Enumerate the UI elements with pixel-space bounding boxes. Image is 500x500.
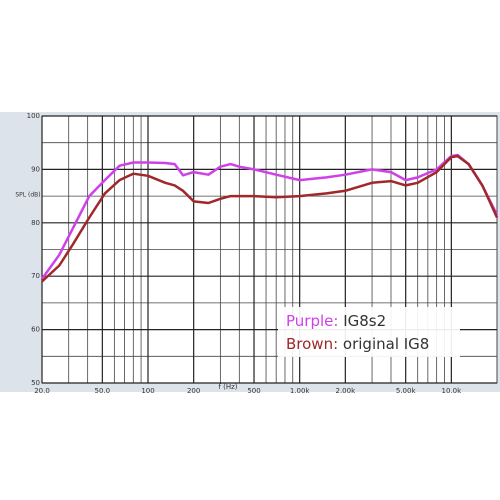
legend-label: original IG8 [343, 335, 429, 353]
x-tick-label: 5.00k [396, 387, 417, 395]
y-axis-label: SPL (dB) [15, 192, 40, 199]
y-tick-label: 60 [31, 326, 40, 334]
legend-prefix: Brown: [286, 335, 338, 353]
series-line [40, 153, 499, 280]
legend-label: IG8s2 [343, 312, 386, 330]
y-tick-label: 70 [31, 272, 40, 280]
x-axis-label: f (Hz) [218, 383, 237, 391]
legend-entry: Purple: IG8s2 [286, 312, 386, 330]
legend-prefix: Purple: [286, 312, 338, 330]
y-tick-label: 80 [31, 219, 40, 227]
x-tick-label: 500 [247, 387, 260, 395]
x-tick-label: 20.0 [34, 387, 50, 395]
x-tick-label: 10.0k [442, 387, 463, 395]
x-tick-label: 50.0 [95, 387, 111, 395]
y-tick-label: 100 [27, 112, 40, 120]
legend [278, 307, 460, 357]
x-tick-label: 2.00k [336, 387, 357, 395]
y-tick-label: 50 [31, 379, 40, 387]
series-line [41, 154, 499, 283]
x-tick-label: 100 [141, 387, 154, 395]
legend-entry: Brown: original IG8 [286, 335, 429, 353]
x-tick-label: 200 [187, 387, 200, 395]
y-tick-label: 90 [31, 165, 40, 173]
x-tick-label: 1.00k [290, 387, 311, 395]
